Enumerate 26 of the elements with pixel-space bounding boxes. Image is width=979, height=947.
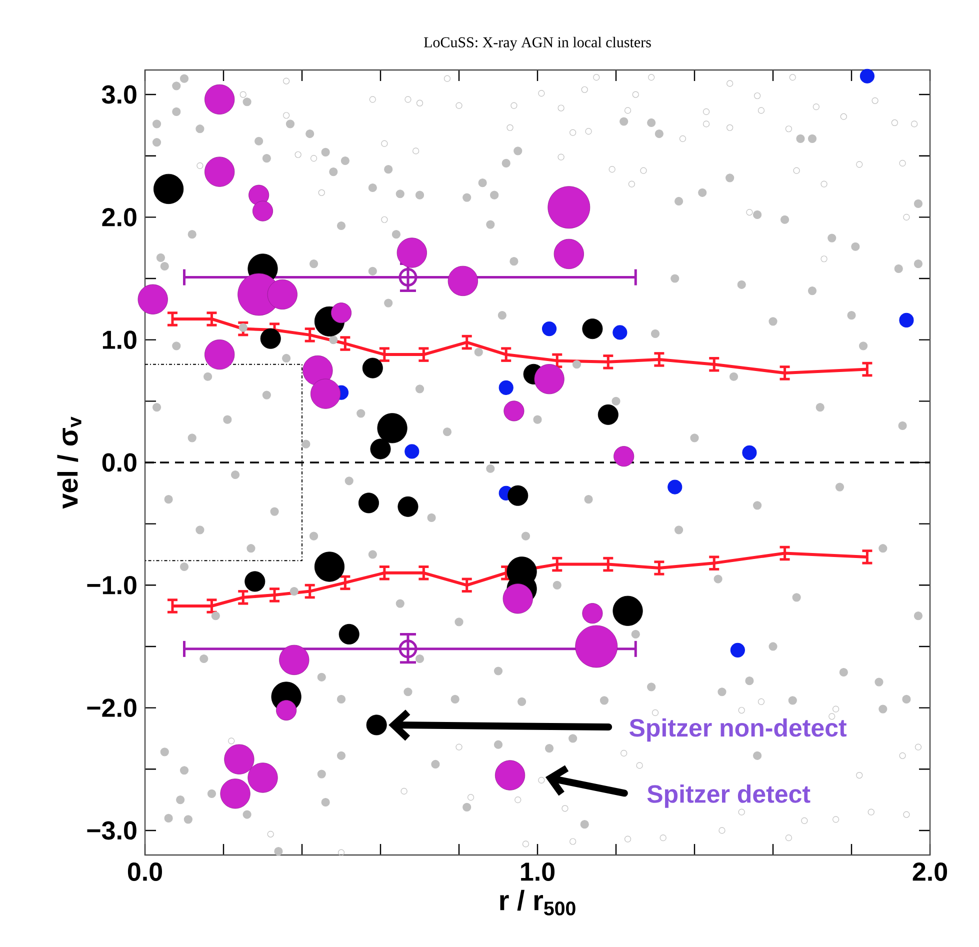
y-tick-label: −3.0 bbox=[87, 821, 136, 840]
point bbox=[398, 640, 418, 658]
y-tick-label: 1.0 bbox=[102, 330, 136, 350]
x-tick-label: 0.0 bbox=[128, 862, 162, 881]
y-tick-label: −2.0 bbox=[87, 698, 136, 718]
point bbox=[668, 480, 682, 494]
x-tick-label: 1.0 bbox=[521, 862, 555, 881]
point bbox=[498, 380, 514, 395]
point bbox=[899, 312, 914, 328]
y-tick-label: 3.0 bbox=[102, 85, 136, 104]
point bbox=[742, 445, 757, 460]
point bbox=[860, 68, 875, 84]
x-axis-title: r / r$_{500}$ bbox=[500, 890, 576, 916]
y-axis-title: vel / σ$_{v}$ bbox=[57, 416, 82, 509]
point bbox=[612, 325, 628, 340]
annotation: Spitzer non-detect bbox=[630, 718, 847, 742]
point bbox=[398, 268, 418, 287]
chart-title: LoCuSS: X-ray AGN in local clusters bbox=[424, 36, 651, 50]
point bbox=[542, 321, 557, 336]
annotation: Spitzer detect bbox=[647, 784, 810, 808]
y-tick-label: 0.0 bbox=[102, 453, 136, 472]
point bbox=[730, 642, 745, 658]
y-tick-label: −1.0 bbox=[87, 576, 136, 594]
point bbox=[404, 444, 420, 459]
x-tick-label: 2.0 bbox=[912, 862, 948, 881]
y-tick-label: 2.0 bbox=[102, 208, 136, 226]
